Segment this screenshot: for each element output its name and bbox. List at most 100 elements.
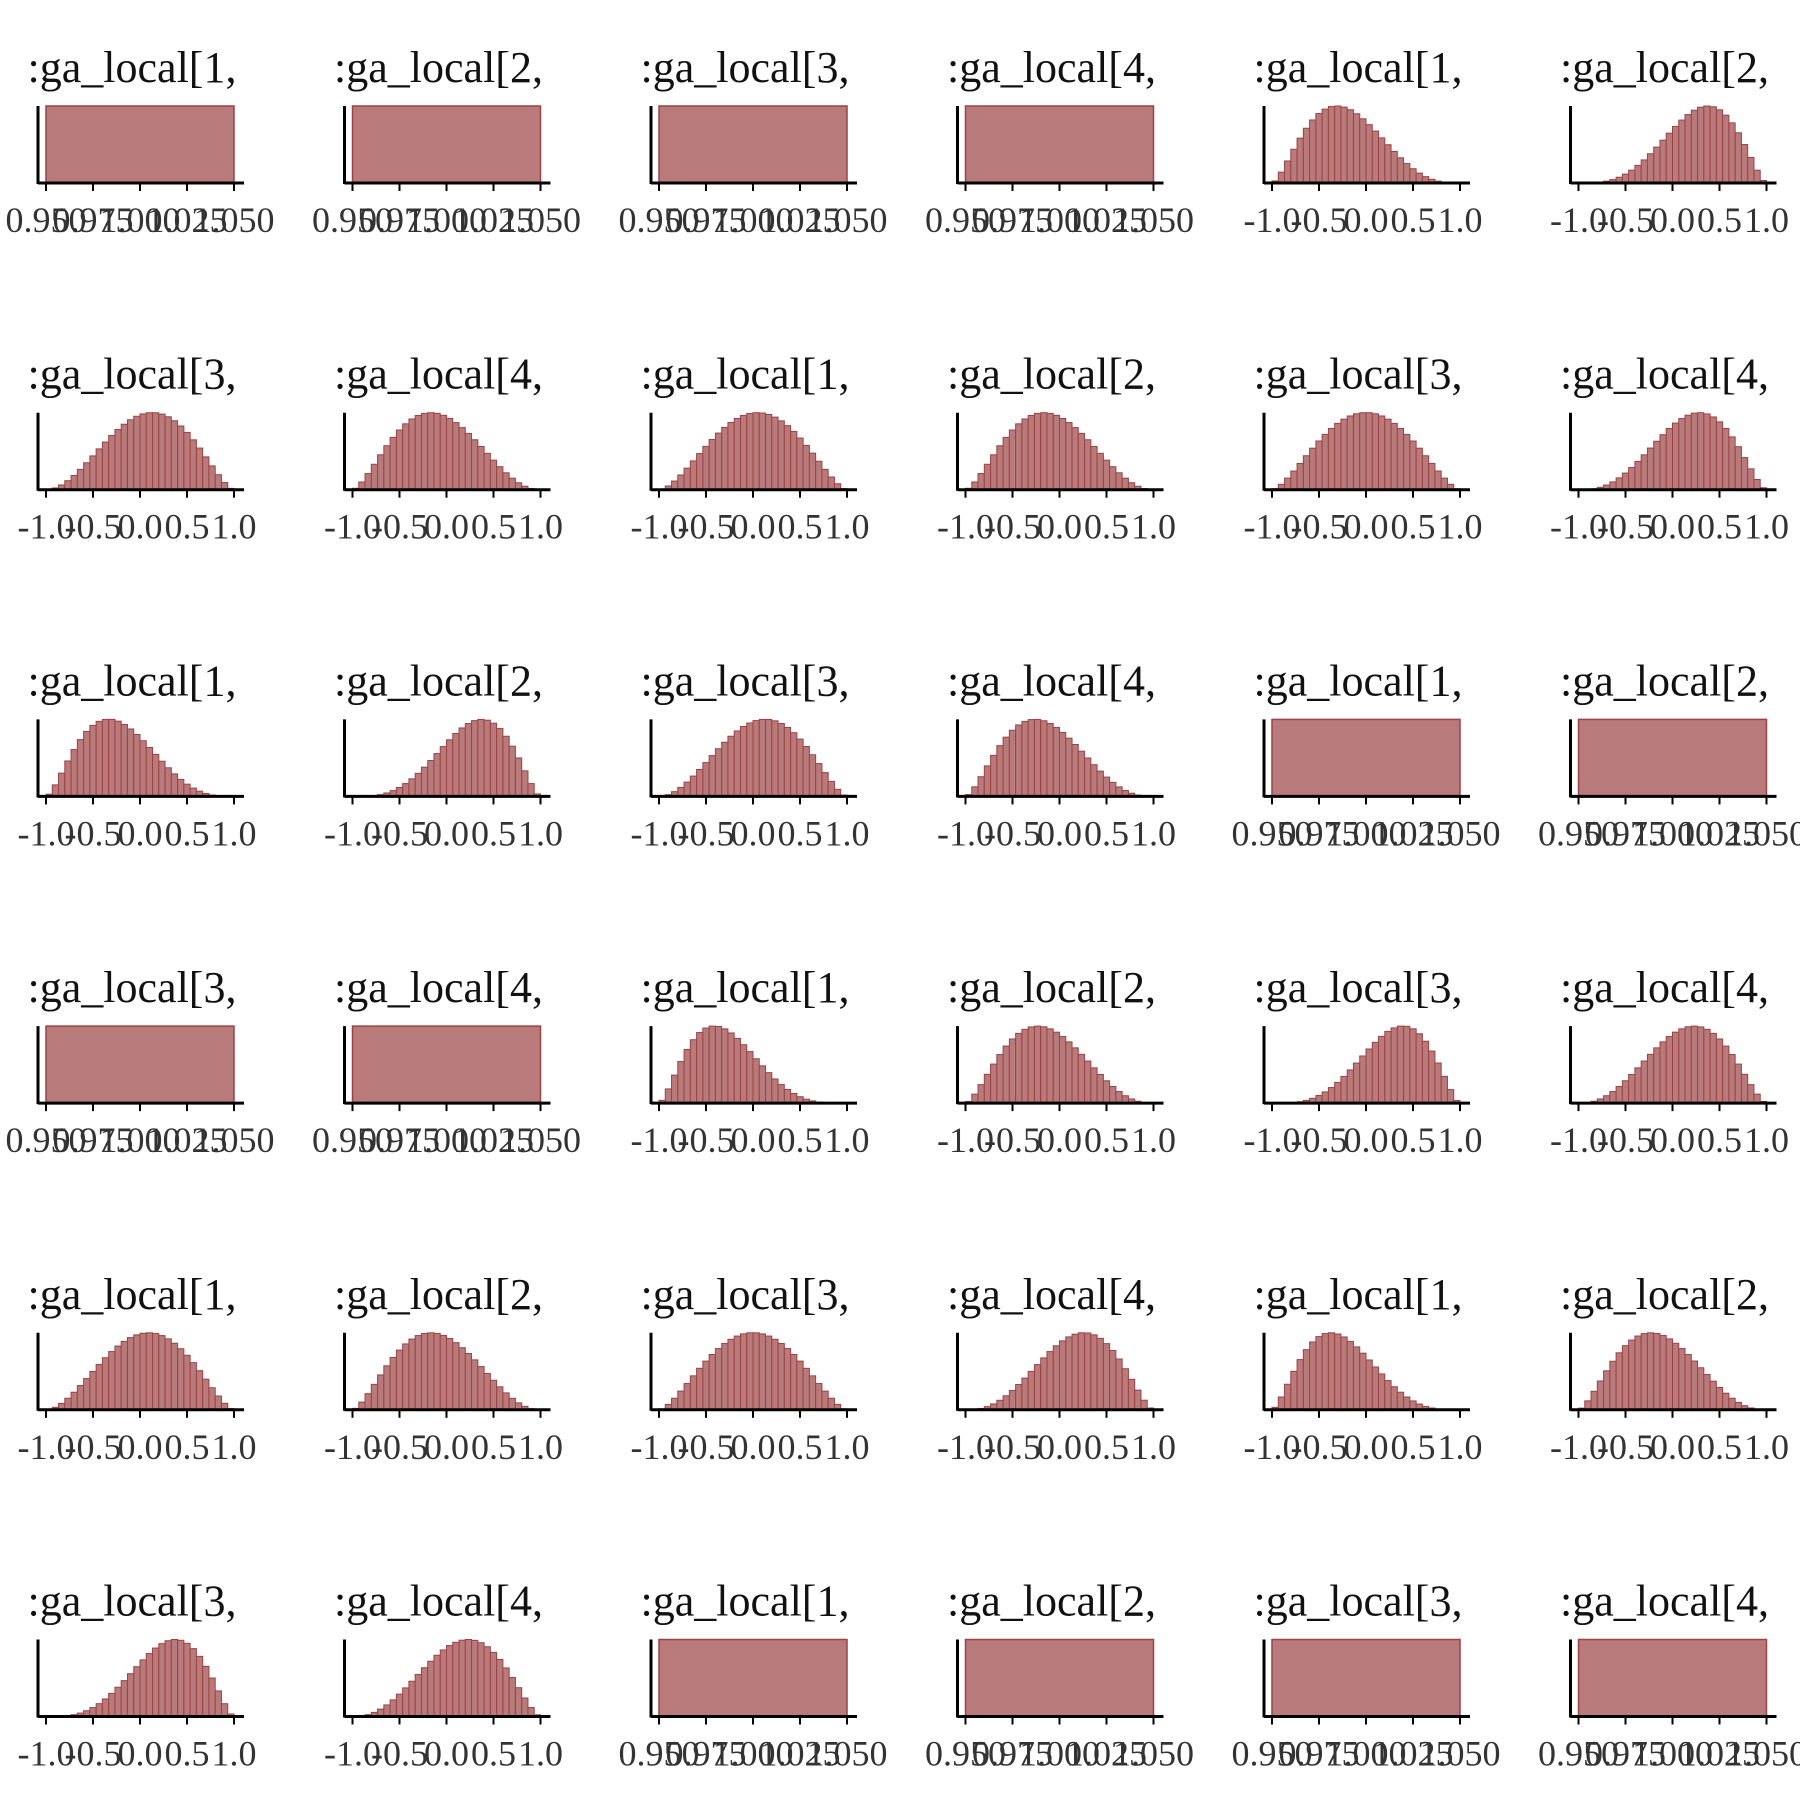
histogram-bar <box>1290 470 1298 491</box>
histogram-bar <box>177 425 185 491</box>
histogram-bar <box>158 413 166 491</box>
histogram-bar <box>483 1372 491 1411</box>
x-tick-label: -1.0 <box>1244 200 1301 240</box>
histogram-bars <box>45 1332 235 1411</box>
panel-title: :ga_local[1, <box>641 963 850 1012</box>
x-tick-label: 0.0 <box>1344 1427 1389 1467</box>
histogram-bars <box>1578 1332 1767 1411</box>
histogram-bar <box>446 1338 454 1411</box>
histogram-bar <box>170 773 179 797</box>
histogram-bar <box>708 438 716 491</box>
x-tick-label: 0.950 <box>925 200 1006 240</box>
histogram-bar <box>1390 150 1398 184</box>
histogram-bar <box>783 1348 792 1411</box>
panel-title: :ga_local[3, <box>28 963 237 1012</box>
histogram-bar <box>76 739 85 797</box>
histogram-bar <box>1071 744 1079 797</box>
histogram-bar <box>508 1397 516 1411</box>
panel: :ga_local[2, -1.0-0.50.0 0.5 1.0 <box>324 656 563 853</box>
x-tick-label: 0.5 <box>471 507 516 547</box>
x-tick-label: -1.0 <box>631 1427 688 1467</box>
histogram-bar <box>70 749 78 797</box>
x-tick-label: -1.0 <box>1550 200 1607 240</box>
histogram-bars <box>45 412 235 491</box>
histogram-bar <box>502 472 510 491</box>
histogram-bar <box>170 1639 179 1717</box>
histogram-bar <box>208 465 216 491</box>
histogram-bar <box>1296 462 1304 491</box>
x-tick-label: 0.975 <box>1279 813 1360 853</box>
histogram-bar <box>1690 1360 1699 1411</box>
histogram-bar <box>1284 160 1292 184</box>
x-tick-label: 1.025 <box>1066 1734 1147 1774</box>
histogram-bar <box>139 1659 147 1718</box>
histogram-bar <box>821 1390 829 1411</box>
histogram-bar <box>790 1353 798 1411</box>
histogram-bar <box>739 414 748 491</box>
histogram-bar <box>1027 414 1035 491</box>
histogram-bar <box>1059 731 1067 797</box>
histogram-bar <box>1327 1332 1336 1411</box>
x-tick-label: 0.5 <box>1084 813 1129 853</box>
histogram-bar <box>1396 1391 1405 1411</box>
x-tick-label: 0.5 <box>1697 1427 1742 1467</box>
x-tick-label: 0.950 <box>1538 1734 1619 1774</box>
histogram-bar <box>158 1335 166 1411</box>
histogram-bar <box>1390 422 1398 491</box>
histogram-bar <box>783 425 792 491</box>
histogram-bar <box>76 1385 85 1411</box>
histogram-bar <box>815 763 823 797</box>
histogram-bar <box>402 423 410 491</box>
histogram-bar <box>183 1642 191 1718</box>
histogram-bar <box>164 416 172 491</box>
histogram-bars <box>1578 1025 1767 1104</box>
histogram-bar <box>1109 1085 1117 1104</box>
histogram-bar <box>765 1072 773 1104</box>
histogram-bar <box>714 432 723 491</box>
x-tick-label: 0.0 <box>1650 1427 1695 1467</box>
histogram-bar <box>1653 440 1661 491</box>
histogram-bar <box>1271 1638 1461 1718</box>
histogram-bar <box>702 445 710 491</box>
histogram-bar <box>483 719 491 797</box>
histogram-bar <box>1715 1386 1724 1411</box>
histogram-bar <box>1052 726 1060 797</box>
histogram-bar <box>1684 1026 1692 1104</box>
histogram-bar <box>1396 157 1405 184</box>
histogram-bar <box>502 1667 510 1718</box>
panel-title: :ga_local[4, <box>947 43 1156 92</box>
histogram-bar <box>489 1379 498 1411</box>
x-tick-label: -0.5 <box>1597 507 1654 547</box>
histogram-bar <box>377 454 385 491</box>
histogram-bar <box>983 765 992 797</box>
histogram-bar <box>514 1687 523 1717</box>
histogram-bar <box>1021 1028 1029 1104</box>
histogram-bar <box>1302 1349 1311 1411</box>
histogram-bar <box>1722 1392 1730 1411</box>
x-tick-label: 0.5 <box>471 1427 516 1467</box>
histogram-bars <box>965 718 1154 797</box>
x-tick-label: 0.950 <box>1232 813 1313 853</box>
histogram-bar <box>1065 1336 1073 1411</box>
x-tick-label: 0.950 <box>1232 1734 1313 1774</box>
histogram-bar <box>1059 417 1067 491</box>
panel: :ga_local[1, -1.0-0.50.0 0.5 1.0 <box>631 963 870 1160</box>
x-tick-label: 1.0 <box>212 813 257 853</box>
x-tick-label: -0.5 <box>678 1427 735 1467</box>
histogram-bar <box>1577 718 1768 798</box>
histogram-bar <box>133 415 141 491</box>
histogram-bar <box>508 477 516 491</box>
histogram-bar <box>83 1378 91 1411</box>
histogram-bar <box>76 468 85 491</box>
histogram-bar <box>1440 477 1448 491</box>
x-tick-label: 0.5 <box>778 507 823 547</box>
x-tick-label: 0.5 <box>1697 507 1742 547</box>
x-tick-label: 1.025 <box>1373 813 1454 853</box>
x-tick-label: -0.5 <box>65 1734 122 1774</box>
histogram-bars <box>45 718 235 797</box>
x-tick-label: 1.050 <box>500 200 581 240</box>
histogram-bar <box>1609 1360 1617 1411</box>
histogram-bar <box>170 420 179 491</box>
